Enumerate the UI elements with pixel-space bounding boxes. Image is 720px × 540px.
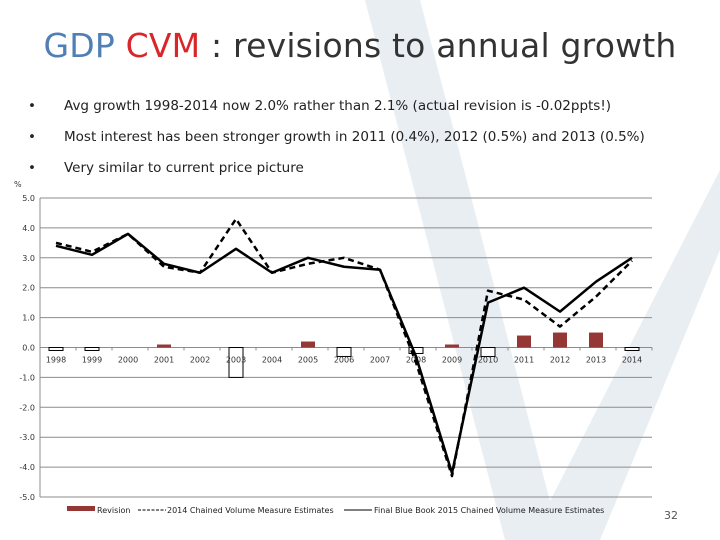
y-tick-label: -4.0 [19,463,35,472]
title-cvm: CVM [125,26,201,65]
revision-bar [301,341,315,348]
x-tick-label: 2002 [190,356,210,365]
y-tick-label: -3.0 [19,433,35,442]
y-tick-label: 5.0 [22,194,35,203]
legend-label-final: Final Blue Book 2015 Chained Volume Meas… [374,506,604,515]
y-tick-label: 3.0 [22,254,35,263]
x-tick-label: 2014 [622,356,642,365]
x-tick-label: 1999 [82,356,102,365]
x-tick-label: 2000 [118,356,138,365]
x-tick-label: 2009 [442,356,462,365]
legend-label-2014: 2014 Chained Volume Measure Estimates [167,506,334,515]
y-axis-label: % [14,180,22,189]
x-tick-label: 2011 [514,356,534,365]
revision-bar [553,332,567,348]
revision-bar [157,344,171,348]
x-tick-label: 2005 [298,356,318,365]
legend-swatch-revision [67,506,95,511]
bullet-item: • Most interest has been stronger growth … [28,129,645,145]
x-tick-label: 2010 [478,356,498,365]
title-gdp: GDP [43,26,115,65]
bullet-text: Most interest has been stronger growth i… [64,129,645,145]
x-tick-label: 2012 [550,356,570,365]
x-tick-label: 2013 [586,356,606,365]
x-tick-label: 1998 [46,356,66,365]
y-tick-label: 0.0 [22,344,35,353]
line-2014-estimates [55,217,633,478]
title-rest: : revisions to annual growth [200,26,677,65]
y-tick-label: -5.0 [19,493,35,502]
page-title: GDP CVM : revisions to annual growth [0,26,720,65]
page-number: 32 [664,509,678,522]
bullet-item: • Very similar to current price picture [28,160,304,176]
x-tick-label: 2001 [154,356,174,365]
revision-bar [624,347,640,351]
y-tick-label: 1.0 [22,314,35,323]
y-tick-label: 2.0 [22,284,35,293]
revision-bar [445,344,459,348]
revision-bar [48,347,64,351]
revision-bar [480,347,496,357]
bullet-text: Very similar to current price picture [64,160,304,176]
y-tick-label: 4.0 [22,224,35,233]
bullet-item: • Avg growth 1998-2014 now 2.0% rather th… [28,98,612,114]
legend-label-revision: Revision [97,506,130,515]
x-tick-label: 2006 [334,356,354,365]
revision-bar [228,347,244,378]
x-tick-label: 2003 [226,356,246,365]
revision-bar [517,335,531,348]
y-tick-label: -1.0 [19,373,35,382]
line-final-blue-book-2015 [55,232,633,475]
x-tick-label: 2007 [370,356,390,365]
bullet-list: • Avg growth 1998-2014 now 2.0% rather th… [28,98,645,191]
revision-bar [589,332,603,348]
bullet-text: Avg growth 1998-2014 now 2.0% rather tha… [64,98,612,114]
revision-bar [336,347,352,357]
y-tick-label: -2.0 [19,403,35,412]
x-tick-label: 2004 [262,356,282,365]
revision-bar [84,347,100,351]
